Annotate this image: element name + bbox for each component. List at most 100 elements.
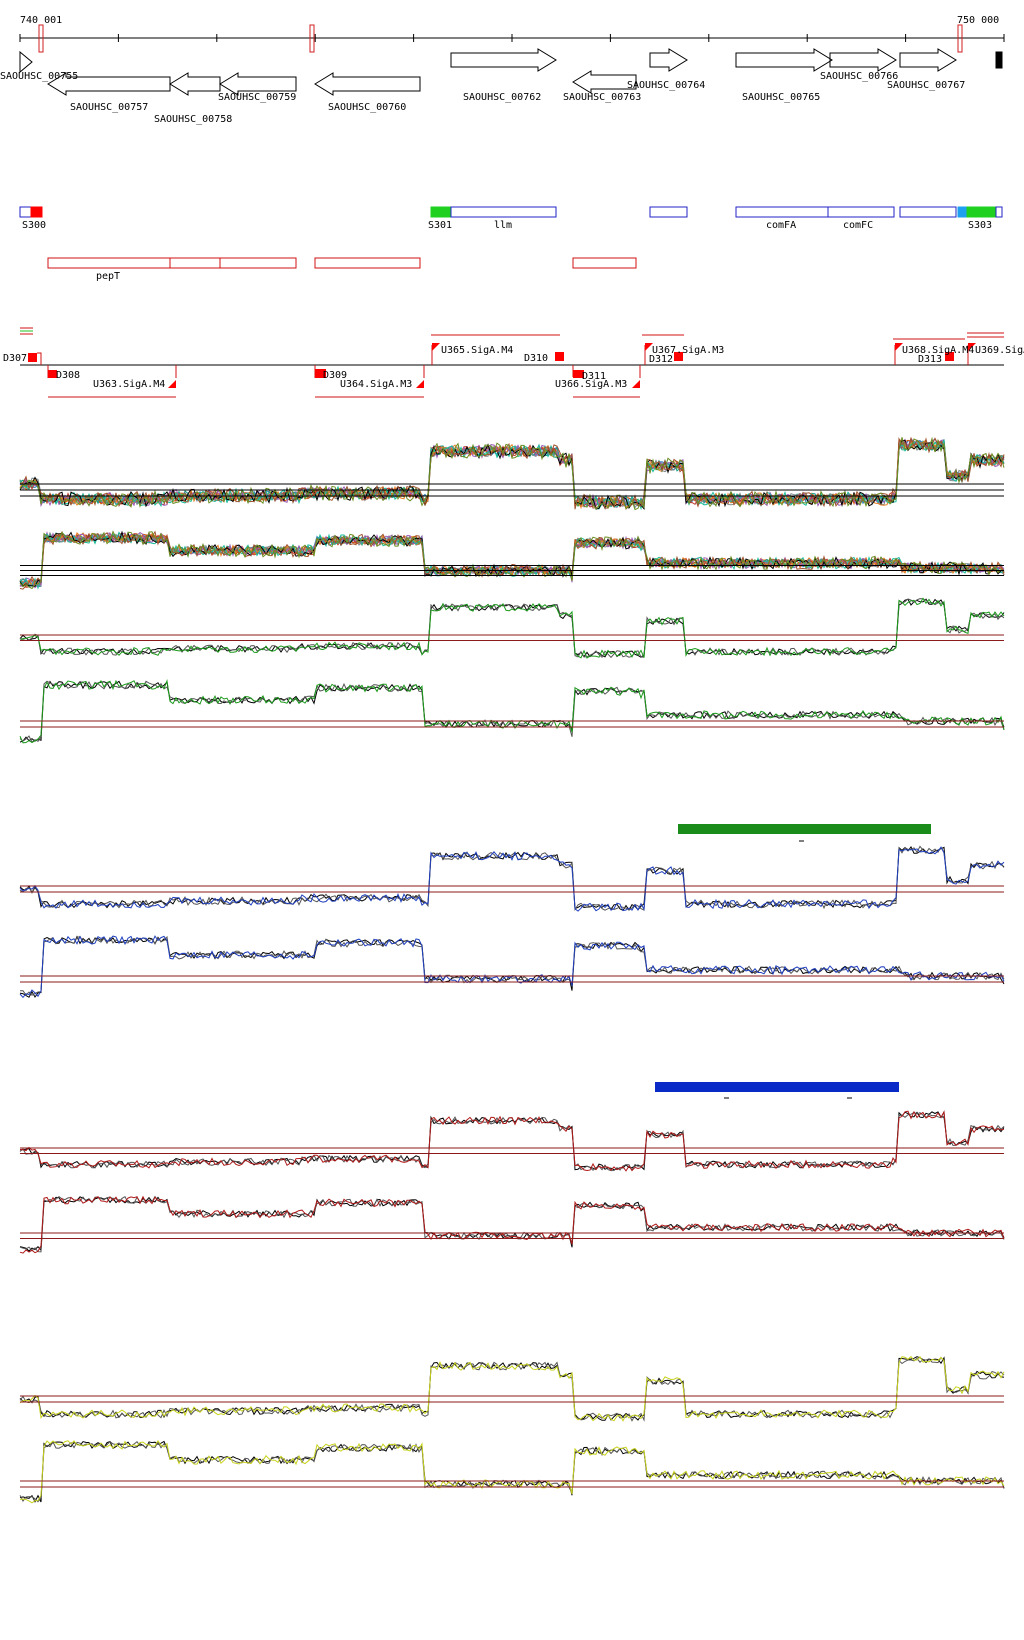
regulation-label: D312	[649, 354, 673, 365]
feature-box[interactable]	[899, 206, 957, 218]
profile-line	[19, 680, 1005, 743]
terminator-mark[interactable]	[48, 370, 57, 378]
track-0-minus[interactable]	[19, 678, 1005, 744]
feature-box[interactable]	[995, 206, 1003, 218]
feature-box[interactable]	[314, 257, 421, 269]
track-0-plus[interactable]	[19, 597, 1005, 659]
regulation-label: U367.SigA.M3	[652, 345, 724, 356]
gene-label: SAOUHSC_00755	[0, 71, 78, 82]
terminator-mark[interactable]	[555, 352, 564, 361]
promoter-flag[interactable]	[632, 380, 640, 388]
feature-box[interactable]	[47, 257, 171, 269]
regulation-label: D309	[323, 370, 347, 381]
gene-arrow[interactable]	[219, 72, 297, 96]
track-3-plus[interactable]	[19, 1355, 1005, 1422]
profile-line	[19, 1110, 1005, 1172]
terminator-mark[interactable]	[674, 352, 683, 361]
gene-label: SAOUHSC_00767	[887, 80, 965, 91]
gene-arrow[interactable]	[450, 48, 557, 72]
feature-box[interactable]	[572, 257, 637, 269]
gene-label: SAOUHSC_00760	[328, 102, 406, 113]
gene-label: SAOUHSC_00758	[154, 114, 232, 125]
regulation-label: D313	[918, 354, 942, 365]
ruler-marker[interactable]	[309, 24, 315, 53]
gene-arrow[interactable]	[995, 51, 1003, 69]
ruler-marker[interactable]	[38, 24, 44, 53]
gene-label: SAOUHSC_00759	[218, 92, 296, 103]
profile-line	[19, 1195, 1005, 1254]
srna-box[interactable]	[430, 206, 452, 218]
feature-box[interactable]	[735, 206, 829, 218]
track-3-minus[interactable]	[19, 1439, 1005, 1504]
feature-box[interactable]	[19, 206, 32, 218]
plus-feature-track: S300 S301 llm comFA comFC S303	[19, 206, 1003, 231]
track-1-plus[interactable]	[19, 845, 1005, 912]
gene-label: SAOUHSC_00762	[463, 92, 541, 103]
regulation-label: D310	[524, 353, 548, 364]
profile-line	[19, 846, 1005, 912]
regulation-label: U363.SigA.M4	[93, 379, 165, 390]
srna-box[interactable]	[966, 206, 997, 218]
gene-arrow[interactable]	[735, 48, 833, 72]
terminator-mark[interactable]	[315, 369, 326, 378]
feature-box[interactable]	[450, 206, 557, 218]
srna-box[interactable]	[957, 206, 968, 218]
terminator-mark[interactable]	[573, 370, 584, 378]
gene-arrow[interactable]	[899, 48, 957, 72]
promoter-flag[interactable]	[432, 343, 440, 351]
feature-box[interactable]	[219, 257, 297, 269]
regulation-label: U365.SigA.M4	[441, 345, 513, 356]
gene-label: SAOUHSC_00757	[70, 102, 148, 113]
track-1-minus[interactable]	[19, 935, 1005, 999]
regulation-label: U366.SigA.M3	[555, 379, 627, 390]
feature-label: S301	[428, 220, 452, 231]
profile-line	[19, 530, 1005, 590]
regulation-label: D311	[582, 371, 606, 382]
ruler-marker[interactable]	[957, 24, 963, 53]
feature-box[interactable]	[169, 257, 221, 269]
terminator-mark[interactable]	[28, 353, 37, 362]
regulation-track: D307 D308 U363.SigA.M4 D309 U364.SigA.M3…	[3, 327, 1024, 398]
blue-highlight-bar[interactable]	[655, 1082, 899, 1092]
profile-line	[19, 1440, 1005, 1503]
profile-line	[19, 678, 1005, 744]
track-all-minus[interactable]	[19, 530, 1005, 590]
track-all-plus[interactable]	[19, 436, 1005, 511]
promoter-flag[interactable]	[645, 343, 653, 351]
coordinate-ruler: 740 001 750 000	[19, 15, 1005, 53]
profile-line	[19, 530, 1005, 587]
regulation-label: U368.SigA.M4	[902, 345, 974, 356]
gene-arrow[interactable]	[169, 72, 221, 96]
promoter-flag[interactable]	[968, 343, 976, 351]
minus-feature-track: pepT	[47, 257, 637, 282]
gene-arrow[interactable]	[572, 70, 637, 94]
terminator-mark[interactable]	[945, 352, 954, 361]
promoter-flag[interactable]	[895, 343, 903, 351]
profile-line	[19, 597, 1005, 659]
gene-label: SAOUHSC_00766	[820, 71, 898, 82]
profile-line	[19, 935, 1005, 999]
feature-label: comFA	[766, 220, 796, 231]
track-2-plus[interactable]	[19, 1110, 1005, 1172]
feature-box[interactable]	[827, 206, 895, 218]
regulation-label: D307	[3, 353, 27, 364]
regulation-label: U364.SigA.M3	[340, 379, 412, 390]
green-highlight-bar[interactable]	[678, 824, 931, 834]
regulation-label: D308	[56, 370, 80, 381]
track-2-minus[interactable]	[19, 1195, 1005, 1254]
promoter-flag[interactable]	[416, 380, 424, 388]
gene-arrow[interactable]	[19, 50, 33, 74]
gene-labels: SAOUHSC_00755 SAOUHSC_00757 SAOUHSC_0075…	[0, 71, 965, 125]
gene-arrow[interactable]	[829, 48, 897, 72]
feature-label: S300	[22, 220, 46, 231]
gene-arrow[interactable]	[314, 72, 421, 96]
gene-label: SAOUHSC_00763	[563, 92, 641, 103]
srna-box[interactable]	[30, 206, 43, 218]
gene-arrow[interactable]	[649, 48, 688, 72]
gene-label: SAOUHSC_00765	[742, 92, 820, 103]
profile-line	[19, 1355, 1005, 1422]
promoter-flag[interactable]	[168, 380, 176, 388]
profile-line	[19, 846, 1005, 912]
feature-box[interactable]	[649, 206, 688, 218]
